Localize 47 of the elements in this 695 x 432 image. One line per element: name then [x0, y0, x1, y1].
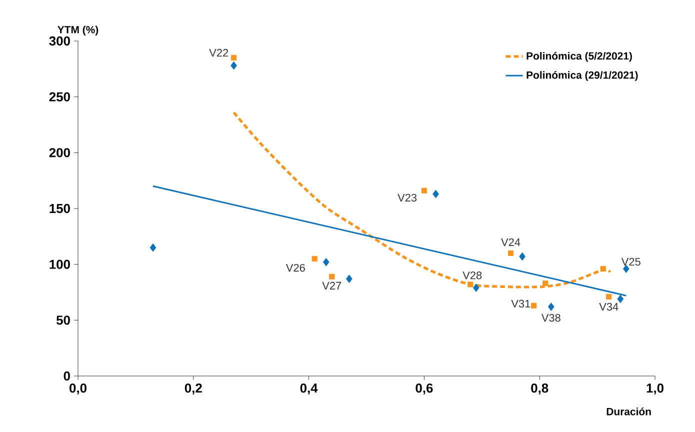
point	[542, 280, 548, 286]
line-series	[232, 111, 612, 288]
point	[468, 282, 474, 288]
point	[346, 274, 352, 284]
x-axis-title: Duración	[606, 408, 651, 416]
point	[606, 294, 612, 300]
point	[150, 243, 156, 252]
legend-label: Polinómica (29/1/2021)	[526, 71, 638, 81]
legend-label: Polinómica (5/2/2021)	[526, 52, 632, 62]
y-tick-label: 150	[50, 204, 70, 214]
point	[421, 188, 427, 194]
point	[519, 252, 526, 261]
annotation: V31	[511, 300, 530, 308]
annotation: V38	[541, 314, 560, 322]
point	[432, 190, 439, 198]
annotation: V22	[209, 48, 228, 57]
y-tick-label: 0	[64, 371, 70, 381]
x-tick-label: 0,2	[184, 384, 202, 395]
y-tick-label: 50	[56, 316, 70, 325]
y-tick-label: 300	[49, 36, 70, 46]
point	[312, 256, 318, 262]
point	[548, 302, 554, 311]
point	[322, 258, 330, 266]
point	[329, 274, 335, 280]
point	[617, 294, 624, 304]
y-axis-title: YTM (%)	[58, 26, 98, 36]
x-tick-label: 0,8	[531, 384, 548, 395]
x-tick-label: 1,0	[646, 384, 664, 395]
x-tick-label: 0,4	[300, 384, 318, 395]
point	[531, 302, 537, 308]
annotation: V25	[621, 258, 640, 266]
point	[472, 284, 480, 292]
annotation: V28	[462, 272, 482, 280]
point	[231, 54, 237, 61]
point	[600, 266, 606, 272]
annotation: V27	[322, 282, 342, 290]
annotation: V34	[599, 302, 618, 311]
annotation: V23	[398, 194, 417, 202]
x-tick-label: 0,0	[70, 384, 86, 395]
x-tick-label: 0,6	[416, 384, 433, 395]
annotation: V26	[286, 264, 305, 272]
annotation: V24	[501, 238, 520, 246]
y-tick-label: 200	[49, 148, 70, 158]
y-tick-label: 100	[50, 260, 70, 269]
point	[508, 250, 514, 256]
point	[230, 61, 237, 70]
y-tick-label: 250	[49, 92, 70, 102]
